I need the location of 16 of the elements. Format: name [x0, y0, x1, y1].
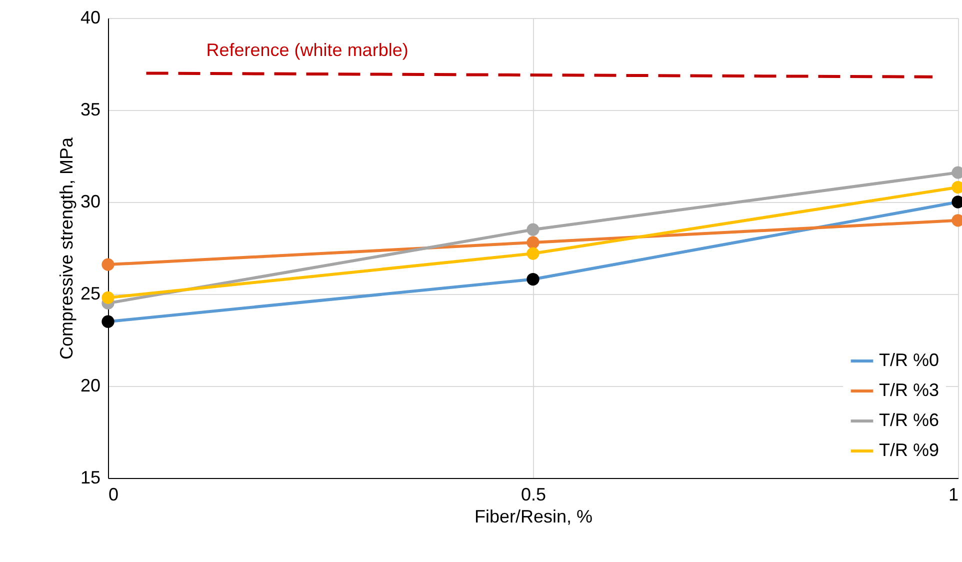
y-tick-label: 30 — [80, 192, 100, 212]
y-axis-title: Compressive strength, MPa — [56, 136, 76, 360]
legend-label: T/R %0 — [879, 350, 940, 370]
y-tick-label: 20 — [80, 376, 100, 396]
legend-label: T/R %3 — [879, 380, 940, 400]
legend-label: T/R %9 — [879, 440, 940, 460]
legend-label: T/R %6 — [879, 410, 940, 430]
x-axis-title: Fiber/Resin, % — [474, 506, 593, 526]
x-tick-label: 1 — [948, 484, 958, 504]
y-tick-label: 40 — [80, 8, 100, 28]
x-tick-label: 0.5 — [520, 484, 546, 504]
y-tick-label: 15 — [80, 468, 100, 488]
y-tick-label: 25 — [80, 284, 100, 304]
series-label: Reference (white marble) — [206, 40, 408, 60]
y-tick-label: 35 — [80, 100, 100, 120]
x-tick-label: 0 — [108, 484, 119, 504]
